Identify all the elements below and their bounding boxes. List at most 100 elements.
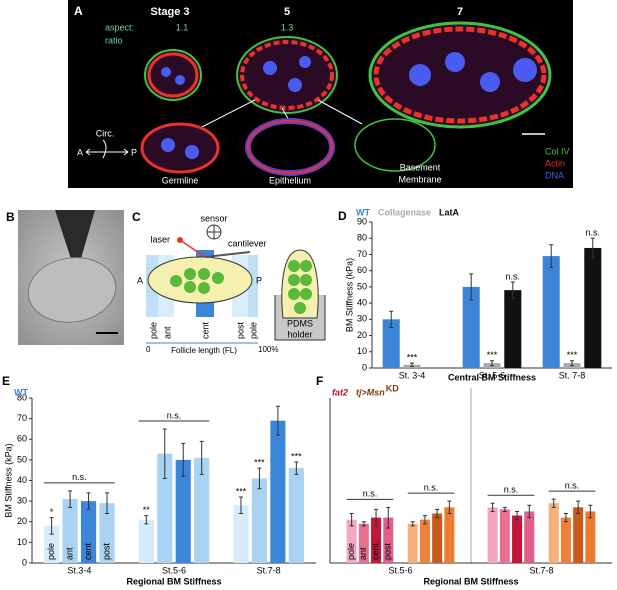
inset-label: Basement (400, 162, 441, 172)
channel: Actin (545, 158, 565, 168)
bracket-label: n.s. (424, 483, 439, 493)
y-tick-label: 30 (17, 496, 27, 506)
bar-label: pole (346, 543, 356, 560)
region: cent (200, 321, 210, 339)
bar (560, 517, 571, 563)
bar (251, 478, 268, 563)
error-bar (588, 504, 593, 519)
y-axis-label: BM Stiffness (kPa) (3, 443, 13, 517)
error-bar (515, 510, 520, 521)
y-tick-label: 50 (17, 454, 27, 464)
error-bar (435, 508, 440, 519)
y-tick-label: 20 (17, 516, 27, 526)
y-axis-label: BM Stiffness (kPa) (344, 258, 354, 332)
significance: n.s. (506, 271, 521, 281)
panel-label: A (74, 4, 83, 18)
panel-label: E (2, 374, 10, 388)
error-bar (389, 310, 394, 328)
bar (383, 517, 394, 563)
error-bar (181, 442, 186, 477)
error-bar (551, 498, 556, 508)
bracket-label: n.s. (363, 489, 378, 499)
label-laser: laser (150, 234, 170, 244)
bar (382, 319, 400, 368)
bar (573, 507, 584, 563)
bar (233, 505, 249, 563)
significance: n.s. (586, 228, 601, 238)
panel-label: D (338, 209, 347, 223)
y-tick-label: 80 (17, 392, 27, 402)
bar-label: pole (46, 543, 56, 560)
x-tick-label: St.7-8 (529, 565, 553, 575)
significance: *** (291, 451, 302, 461)
genotype: WT (14, 387, 28, 397)
x-tick-label: St.3-4 (67, 565, 91, 575)
bar (138, 519, 154, 563)
bar (584, 247, 602, 368)
bar-label: post (101, 542, 111, 560)
channel: DNA (545, 170, 564, 180)
schematic (146, 224, 326, 344)
y-tick-label: 0 (362, 362, 367, 372)
holder: holder (287, 329, 312, 339)
error-bar (570, 360, 574, 367)
aspect-label: ratio (105, 35, 123, 45)
fl-end: 100% (258, 345, 278, 354)
bar (62, 499, 78, 563)
legend-entry: WT (356, 207, 370, 217)
bracket-label: n.s. (504, 485, 519, 495)
x-axis-label: Regional BM Stiffness (126, 576, 221, 586)
significance: *** (236, 486, 247, 496)
error-bar (374, 508, 379, 527)
axis-a: A (77, 147, 83, 157)
y-tick-label: 70 (17, 413, 27, 423)
error-bar (349, 513, 354, 527)
bar-label: cent (83, 542, 93, 560)
bar (346, 519, 357, 563)
error-bar (49, 517, 54, 535)
x-tick-label: St. 7-8 (559, 370, 586, 380)
significance: *** (254, 458, 265, 468)
panel-label: B (6, 210, 15, 224)
aspect-label: aspect: (105, 22, 134, 32)
bar (288, 468, 304, 563)
error-bar (490, 502, 495, 512)
bar-label: cent (370, 542, 380, 560)
bar (157, 453, 173, 563)
bar (80, 501, 97, 563)
y-tick-label: 80 (357, 233, 367, 243)
bar (444, 507, 455, 563)
micrograph (18, 210, 124, 345)
channel-legend: Col IV Actin DNA (545, 146, 570, 180)
y-tick-label: 90 (357, 216, 367, 226)
group-legend: fat2 (332, 387, 348, 397)
significance: * (50, 507, 54, 517)
group-legend: tj>Msn (356, 387, 385, 397)
error-bar (68, 490, 73, 508)
x-tick-label: St.5-6 (162, 565, 186, 575)
stage: Stage 3 (150, 6, 189, 18)
x-tick-label: St. 5-6 (479, 370, 506, 380)
error-bar (105, 492, 110, 514)
fl-label: Follicle length (FL) (171, 346, 237, 355)
stage: 7 (457, 6, 463, 18)
x-axis-label: Regional BM Stiffness (423, 576, 518, 586)
panel-label: F (316, 374, 323, 388)
bar (585, 511, 596, 563)
bar-label: ant (358, 547, 368, 560)
significance: *** (407, 353, 418, 363)
error-bar (86, 492, 91, 510)
region: ant (162, 326, 172, 339)
error-bar (563, 513, 568, 523)
bar (358, 523, 369, 563)
bar (548, 503, 559, 563)
error-bar (294, 461, 299, 475)
stage: 5 (284, 6, 290, 18)
bar-label: post (383, 542, 393, 560)
holder: PDMS (287, 318, 313, 328)
error-bar (549, 244, 554, 268)
bar (99, 503, 115, 563)
bar (499, 509, 510, 563)
inset-label: Epithelium (269, 175, 311, 185)
y-tick-label: 0 (22, 557, 27, 567)
